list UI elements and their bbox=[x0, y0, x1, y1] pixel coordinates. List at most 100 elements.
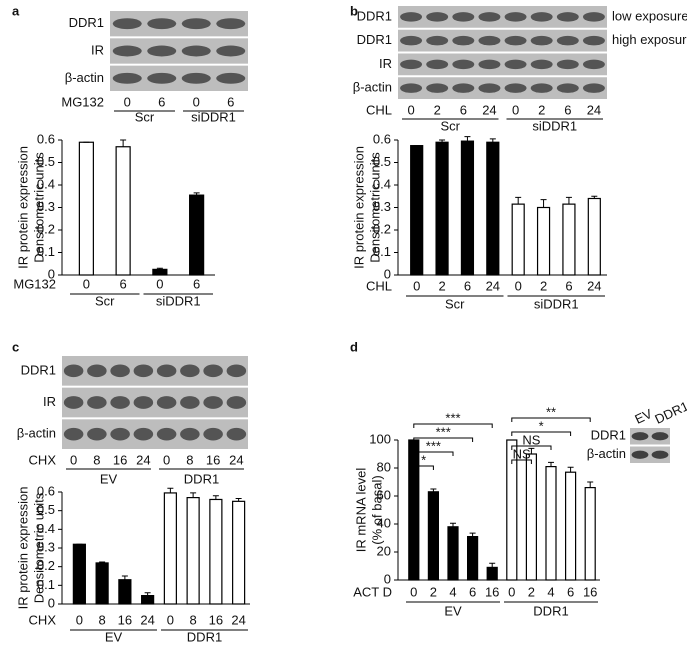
blot-row bbox=[398, 53, 607, 76]
dose-label: 6 bbox=[120, 276, 127, 291]
y-tick-label: 80 bbox=[377, 459, 391, 474]
treatment-label: CHX bbox=[29, 452, 57, 467]
blot-row-label: IR bbox=[379, 56, 392, 71]
blot-band bbox=[556, 59, 579, 70]
y-tick-label: 0.6 bbox=[37, 483, 55, 498]
blot-band bbox=[216, 45, 246, 57]
error-bar bbox=[430, 488, 437, 492]
dose-label: 0 bbox=[512, 102, 519, 117]
blot-band bbox=[400, 35, 423, 46]
blot-band bbox=[582, 35, 605, 46]
blot-band bbox=[426, 59, 449, 70]
error-bar bbox=[565, 196, 572, 205]
dose-label: 16 bbox=[113, 452, 127, 467]
blot-band bbox=[651, 450, 669, 459]
exposure-label: low exposure bbox=[612, 8, 687, 23]
y-tick-label: 0 bbox=[384, 571, 391, 586]
y-tick-label: 40 bbox=[377, 515, 391, 530]
blot-band bbox=[504, 83, 527, 93]
blot-band bbox=[181, 45, 211, 57]
blot-row-label: IR bbox=[91, 42, 104, 57]
blot-row-label: DDR1 bbox=[21, 362, 56, 377]
dose-label: 0 bbox=[508, 584, 515, 599]
y-tick-label: 0 bbox=[48, 266, 55, 281]
blot-band bbox=[651, 432, 669, 441]
blot-band bbox=[63, 364, 84, 378]
error-bar bbox=[120, 139, 127, 147]
blot-band bbox=[556, 12, 579, 22]
dose-label: 24 bbox=[587, 278, 601, 293]
bar bbox=[410, 145, 424, 276]
dose-label: 2 bbox=[538, 102, 545, 117]
significance-label: NS bbox=[513, 446, 531, 461]
bar bbox=[562, 203, 576, 276]
dose-label: 6 bbox=[469, 584, 476, 599]
significance-label: NS bbox=[522, 432, 540, 447]
error-bar bbox=[489, 562, 496, 568]
bar bbox=[232, 500, 246, 605]
blot-band bbox=[504, 59, 527, 70]
bar bbox=[447, 526, 459, 581]
error-bar bbox=[156, 267, 163, 270]
error-bar bbox=[540, 199, 547, 208]
error-bar bbox=[464, 136, 471, 142]
blot-band bbox=[180, 427, 200, 441]
blot-band bbox=[216, 72, 246, 84]
dose-label: 4 bbox=[449, 584, 456, 599]
dose-label: 2 bbox=[434, 102, 441, 117]
group-label: siDDR1 bbox=[156, 293, 201, 308]
blot-band bbox=[156, 427, 177, 441]
blot-band bbox=[426, 12, 449, 22]
blot-band bbox=[452, 83, 475, 93]
y-axis-label: IR protein expression bbox=[15, 487, 30, 610]
dose-label: 16 bbox=[206, 452, 220, 467]
dose-label: 24 bbox=[229, 452, 243, 467]
blot-band bbox=[426, 35, 449, 46]
dose-label: 2 bbox=[540, 278, 547, 293]
bar bbox=[545, 466, 557, 581]
error-bar bbox=[450, 522, 456, 527]
blot-band bbox=[133, 396, 154, 409]
bar bbox=[78, 141, 94, 276]
bar bbox=[486, 566, 498, 581]
blot-band bbox=[478, 83, 501, 93]
significance-bracket bbox=[511, 459, 532, 464]
dose-label: 24 bbox=[486, 278, 500, 293]
dose-label: 8 bbox=[99, 612, 106, 627]
y-tick-label: 0.1 bbox=[37, 577, 55, 592]
blot-band bbox=[556, 83, 579, 93]
bar bbox=[525, 453, 538, 581]
group-label: EV bbox=[100, 471, 118, 486]
group-label: EV bbox=[105, 629, 123, 644]
blot-band bbox=[400, 12, 423, 22]
error-bar bbox=[528, 447, 535, 454]
y-tick-label: 0.5 bbox=[373, 154, 391, 169]
significance-label: *** bbox=[426, 438, 441, 453]
y-tick-label: 0.2 bbox=[37, 558, 55, 573]
y-tick-label: 0.3 bbox=[373, 199, 391, 214]
y-tick-label: 0.5 bbox=[37, 154, 55, 169]
blot-band bbox=[112, 45, 142, 57]
y-axis-label: (% of basal) bbox=[369, 475, 384, 544]
dose-label: 24 bbox=[136, 452, 150, 467]
blot-band bbox=[87, 427, 107, 441]
blot-band bbox=[63, 427, 84, 441]
blot-row bbox=[398, 29, 607, 52]
inset-row-label: β-actin bbox=[587, 446, 626, 461]
bar bbox=[72, 543, 86, 605]
y-tick-label: 0.2 bbox=[37, 221, 55, 236]
panel-letter: c bbox=[12, 339, 19, 354]
y-tick-label: 0.1 bbox=[373, 244, 391, 259]
bar bbox=[435, 141, 449, 276]
significance-label: * bbox=[539, 418, 544, 433]
group-label: DDR1 bbox=[187, 629, 222, 644]
dose-label: 24 bbox=[482, 102, 496, 117]
group-label: EV bbox=[444, 603, 462, 618]
error-bar bbox=[587, 481, 594, 488]
group-label: siDDR1 bbox=[534, 296, 579, 311]
dose-label: 16 bbox=[583, 584, 597, 599]
y-tick-label: 0.6 bbox=[373, 131, 391, 146]
panel-letter: d bbox=[350, 339, 358, 354]
blot-band bbox=[582, 12, 605, 22]
